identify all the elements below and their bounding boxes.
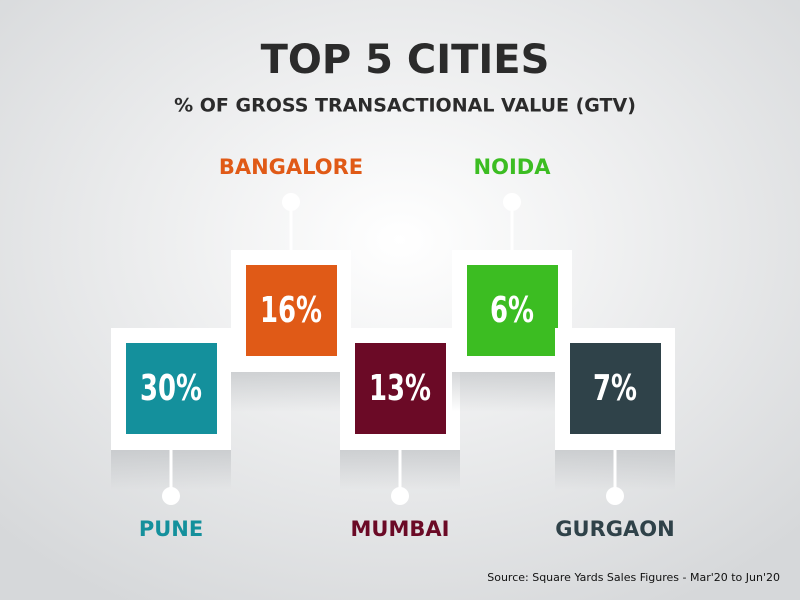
frame-shadow (452, 372, 572, 412)
connector-dot (282, 193, 300, 211)
city-box (467, 265, 558, 356)
city-value: 30% (140, 367, 202, 409)
city-box (246, 265, 337, 356)
city-box (570, 343, 661, 434)
city-name: GURGAON (555, 517, 674, 541)
city-value: 16% (260, 289, 322, 331)
city-name: NOIDA (474, 155, 552, 179)
connector-dot (606, 487, 624, 505)
city-value: 7% (593, 367, 637, 409)
city-name: BANGALORE (219, 155, 363, 179)
source: Source: Square Yards Sales Figures - Mar… (487, 571, 780, 584)
city-name: MUMBAI (351, 517, 450, 541)
connector-dot (162, 487, 180, 505)
connector-dot (503, 193, 521, 211)
city-name: PUNE (139, 517, 203, 541)
frame-shadow (231, 372, 351, 412)
subtitle: % OF GROSS TRANSACTIONAL VALUE (GTV) (174, 95, 636, 117)
city-box (355, 343, 446, 434)
city-value: 6% (490, 289, 534, 331)
city-value: 13% (369, 367, 431, 409)
city-box (126, 343, 217, 434)
connector-dot (391, 487, 409, 505)
title: TOP 5 CITIES (261, 37, 550, 83)
